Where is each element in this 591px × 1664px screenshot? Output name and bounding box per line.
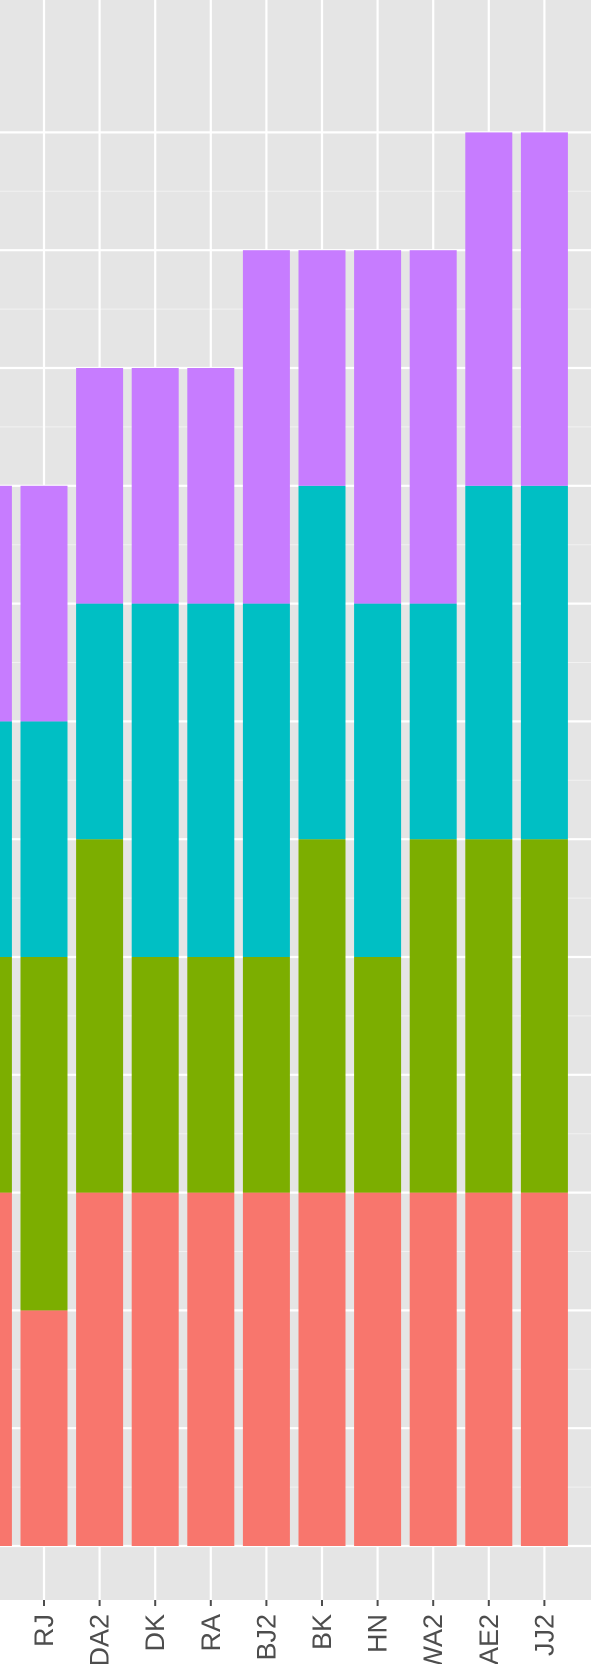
bar-segment-jj2-4: [520, 132, 568, 486]
bar-segment-da2-3: [76, 603, 124, 840]
bar-segment-bk-3: [298, 485, 346, 840]
x-tick-label: WA2: [418, 1614, 448, 1664]
bar-segment-da2-2: [76, 839, 124, 1193]
bar-segment-bj2-1: [242, 1192, 290, 1546]
bar-segment-ra-4: [187, 368, 235, 604]
bar-segment-ae2-4: [465, 132, 513, 486]
bar-segment-hn-2: [354, 957, 402, 1193]
bar-segment-bj2-3: [242, 603, 290, 957]
bar-segment-dk-1: [131, 1192, 179, 1546]
bar-segment-partial: [0, 721, 12, 957]
bar-segment-rj-3: [20, 721, 68, 957]
x-tick-label: BK: [307, 1614, 337, 1650]
x-tick-label: JJ2: [529, 1614, 559, 1656]
bar-segment-ra-1: [187, 1192, 235, 1546]
bar-segment-rj-2: [20, 957, 68, 1311]
bar-segment-partial: [0, 1192, 12, 1546]
bar-segment-wa2-1: [409, 1192, 457, 1546]
bar-segment-wa2-2: [409, 839, 457, 1193]
bar-segment-da2-4: [76, 368, 124, 604]
bar-segment-bj2-2: [242, 957, 290, 1193]
x-tick-label-partial: O: [0, 1614, 1, 1635]
x-tick-label: HN: [363, 1614, 393, 1653]
bar-segment-jj2-3: [520, 485, 568, 840]
x-tick-label: AE2: [474, 1614, 504, 1664]
bar-segment-hn-1: [354, 1192, 402, 1546]
bar-segment-ae2-1: [465, 1192, 513, 1546]
bar-segment-partial: [0, 485, 12, 722]
bar-segment-wa2-3: [409, 603, 457, 840]
bar-segment-ra-2: [187, 957, 235, 1193]
x-tick-label: BJ2: [251, 1614, 281, 1661]
bar-segment-ra-3: [187, 603, 235, 957]
bar-segment-bk-4: [298, 250, 346, 486]
bar-segment-rj-4: [20, 485, 68, 722]
bar-segment-jj2-1: [520, 1192, 568, 1546]
bar-segment-partial: [0, 957, 12, 1193]
bar-segment-bj2-4: [242, 250, 290, 604]
x-tick-label: RJ: [29, 1614, 59, 1647]
bar-segment-hn-4: [354, 250, 402, 604]
bar-segment-bk-1: [298, 1192, 346, 1546]
bar-segment-bk-2: [298, 839, 346, 1193]
bar-segment-dk-4: [131, 368, 179, 604]
bar-segment-hn-3: [354, 603, 402, 957]
bar-segment-dk-3: [131, 603, 179, 957]
bar-segment-ae2-2: [465, 839, 513, 1193]
bar-segment-jj2-2: [520, 839, 568, 1193]
bar-segment-ae2-3: [465, 485, 513, 840]
x-tick-label: DK: [140, 1614, 170, 1652]
bar-segment-wa2-4: [409, 250, 457, 604]
x-tick-label: RA: [196, 1614, 226, 1652]
bar-segment-rj-1: [20, 1310, 68, 1546]
bar-segment-da2-1: [76, 1192, 124, 1546]
x-tick-label: DA2: [85, 1614, 115, 1664]
bar-segment-dk-2: [131, 957, 179, 1193]
